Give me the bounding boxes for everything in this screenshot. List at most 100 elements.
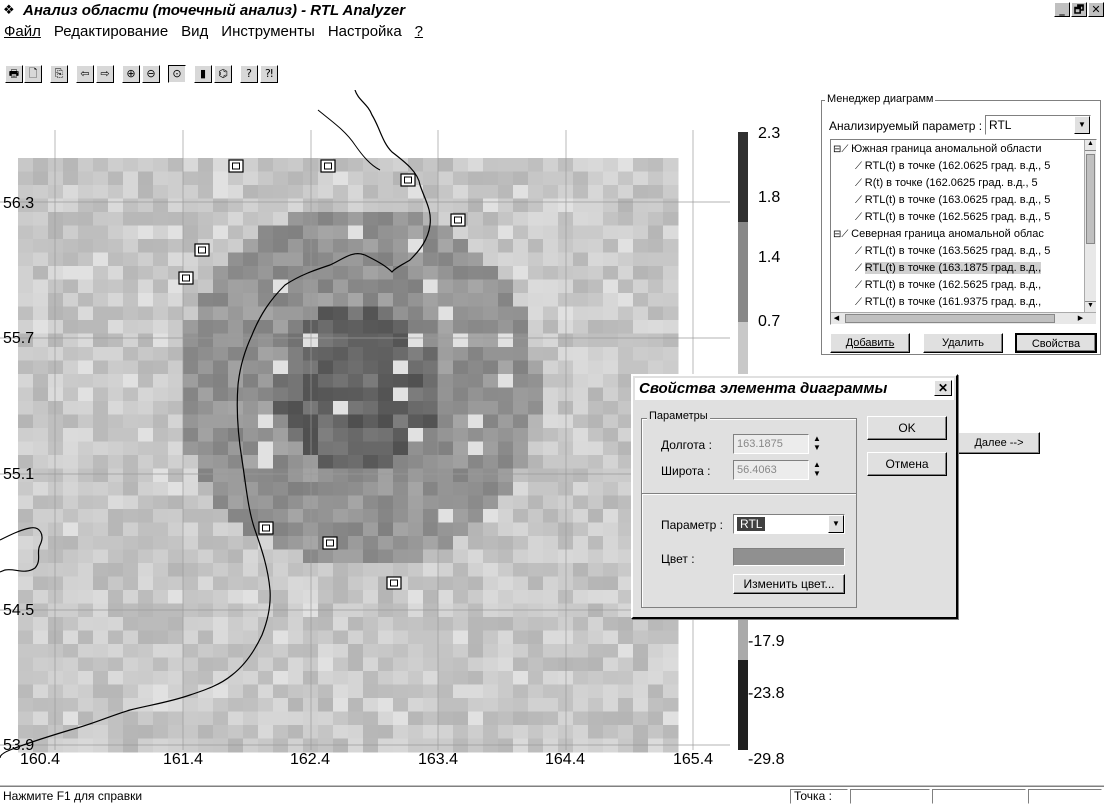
map-cell <box>438 387 454 402</box>
tree-group-node[interactable]: ⊟⟋ Северная граница аномальной облас <box>833 227 1044 242</box>
map-cell <box>468 441 484 456</box>
station-marker[interactable] <box>258 521 274 535</box>
map-cell <box>198 630 214 645</box>
menu-view[interactable]: Вид <box>181 22 209 40</box>
analyzed-param-select[interactable]: RTL ▼ <box>985 115 1091 135</box>
tree-item[interactable]: ⟋ RTL(t) в точке (163.5625 град. в.д., 5 <box>855 244 1050 259</box>
map-cell <box>168 212 184 226</box>
scroll-up-icon[interactable]: ▲ <box>1085 140 1096 151</box>
latitude-spinner-icon[interactable]: ▲ ▼ <box>813 460 821 478</box>
bar-icon[interactable]: ▮ <box>194 65 212 83</box>
map-cell <box>78 725 94 739</box>
map-cell <box>198 225 214 240</box>
map-cell <box>408 617 424 631</box>
delete-button[interactable]: Удалить <box>923 333 1003 353</box>
map-cell <box>273 671 289 685</box>
chart-icon[interactable]: ⌬ <box>214 65 232 83</box>
minimize-button[interactable]: _ <box>1054 2 1070 17</box>
map-cell <box>543 495 559 510</box>
tree-item[interactable]: ⟋ R(t) в точке (162.0625 град. в.д., 5 <box>855 176 1038 191</box>
station-marker[interactable] <box>178 271 194 285</box>
tree-item[interactable]: ⟋ RTL(t) в точке (161.9375 град. в.д., <box>855 295 1041 310</box>
param-select[interactable]: RTL ▼ <box>733 514 845 534</box>
arrow-left-icon[interactable]: ⇦ <box>76 65 94 83</box>
close-button[interactable]: ✕ <box>1088 2 1104 17</box>
map-cell <box>93 617 109 631</box>
print-preview-icon[interactable]: 🗋 <box>24 65 42 83</box>
tree-hscrollbar[interactable]: ◀ ▶ <box>831 312 1096 324</box>
station-marker[interactable] <box>194 243 210 257</box>
tree-vscrollbar[interactable]: ▲ ▼ <box>1084 140 1096 312</box>
diagram-tree[interactable]: ⊟⟋ Южная граница аномальной области ⟋ RTL… <box>830 139 1097 325</box>
map-cell <box>378 225 394 240</box>
y-tick-56-3: 56.3 <box>3 195 34 212</box>
chevron-down-icon[interactable]: ▼ <box>828 515 844 533</box>
station-marker[interactable] <box>400 173 416 187</box>
crosshair-icon[interactable]: ⊙ <box>168 65 186 83</box>
properties-button[interactable]: Свойства <box>1015 333 1097 353</box>
tree-group-node[interactable]: ⊟⟋ Южная граница аномальной области <box>833 142 1041 157</box>
scroll-thumb[interactable] <box>1086 154 1095 244</box>
map-cell <box>33 266 49 280</box>
station-marker[interactable] <box>386 576 402 590</box>
map-cell <box>258 225 274 240</box>
station-marker[interactable] <box>228 159 244 173</box>
cancel-button[interactable]: Отмена <box>867 452 947 476</box>
dialog-title[interactable]: Свойства элемента диаграммы <box>635 378 954 400</box>
param-label: Параметр : <box>661 518 724 532</box>
map-cell <box>258 509 274 523</box>
ok-button[interactable]: OK <box>867 416 947 440</box>
map-cell <box>333 468 349 483</box>
menu-tools[interactable]: Инструменты <box>221 22 315 40</box>
maximize-button[interactable]: 🗗 <box>1071 2 1087 17</box>
latitude-field[interactable]: 56.4063 <box>733 460 809 480</box>
context-help-icon[interactable]: ⁈ <box>260 65 278 83</box>
tree-item[interactable]: ⟋ RTL(t) в точке (162.5625 град. в.д., <box>855 278 1041 293</box>
status-help-text: Нажмите F1 для справки <box>3 789 143 803</box>
map-cell <box>108 522 124 537</box>
chevron-down-icon[interactable]: ▼ <box>1074 116 1090 134</box>
add-button[interactable]: Добавить <box>830 333 910 353</box>
map-cell <box>513 401 529 415</box>
tree-item[interactable]: ⟋ RTL(t) в точке (162.5625 град. в.д., 5 <box>855 210 1050 225</box>
map-cell <box>198 698 214 712</box>
station-marker[interactable] <box>322 536 338 550</box>
tree-item[interactable]: ⟋ RTL(t) в точке (163.0625 град. в.д., 5 <box>855 193 1050 208</box>
menu-edit[interactable]: Редактирование <box>53 22 169 40</box>
station-marker[interactable] <box>320 159 336 173</box>
change-color-button[interactable]: Изменить цвет... <box>733 574 845 594</box>
map-cell <box>618 212 634 226</box>
map-cell <box>648 657 664 672</box>
menu-help[interactable]: ? <box>414 22 424 40</box>
hscroll-thumb[interactable] <box>845 314 1055 323</box>
arrow-right-icon[interactable]: ⇨ <box>96 65 114 83</box>
print-icon[interactable]: 🖶 <box>5 65 23 83</box>
map-cell <box>543 185 559 199</box>
map-cell <box>93 644 109 658</box>
scroll-right-icon[interactable]: ▶ <box>1077 315 1084 322</box>
next-button[interactable]: Далее --> <box>958 432 1040 454</box>
tree-item[interactable]: ⟋ RTL(t) в точке (163.1875 град. в.д., <box>855 261 1042 276</box>
longitude-field[interactable]: 163.1875 <box>733 434 809 454</box>
scroll-left-icon[interactable]: ◀ <box>833 315 840 322</box>
help-icon[interactable]: ? <box>240 65 258 83</box>
tree-item[interactable]: ⟋ RTL(t) в точке (162.0625 град. в.д., 5 <box>855 159 1050 174</box>
copy-icon[interactable]: ⎘ <box>50 65 68 83</box>
map-cell <box>183 644 199 658</box>
map-cell <box>603 347 619 361</box>
title-bar[interactable]: ❖ Анализ области (точечный анализ) - RTL… <box>0 0 1104 20</box>
map-cell <box>393 387 409 402</box>
longitude-spinner-icon[interactable]: ▲ ▼ <box>813 434 821 452</box>
map-cell <box>18 725 34 739</box>
scroll-down-icon[interactable]: ▼ <box>1085 301 1096 312</box>
map-cell <box>123 239 139 253</box>
menu-file[interactable]: Файл <box>4 22 41 40</box>
zoom-in-icon[interactable]: ⊕ <box>122 65 140 83</box>
map-canvas[interactable]: 56.3 55.7 55.1 54.5 53.9 160.4 161.4 162… <box>0 90 815 785</box>
menu-settings[interactable]: Настройка <box>327 22 402 40</box>
dialog-close-icon[interactable]: ✕ <box>934 380 952 396</box>
station-marker[interactable] <box>450 213 466 227</box>
map-cell <box>513 428 529 442</box>
map-cell <box>513 225 529 240</box>
zoom-out-icon[interactable]: ⊖ <box>142 65 160 83</box>
